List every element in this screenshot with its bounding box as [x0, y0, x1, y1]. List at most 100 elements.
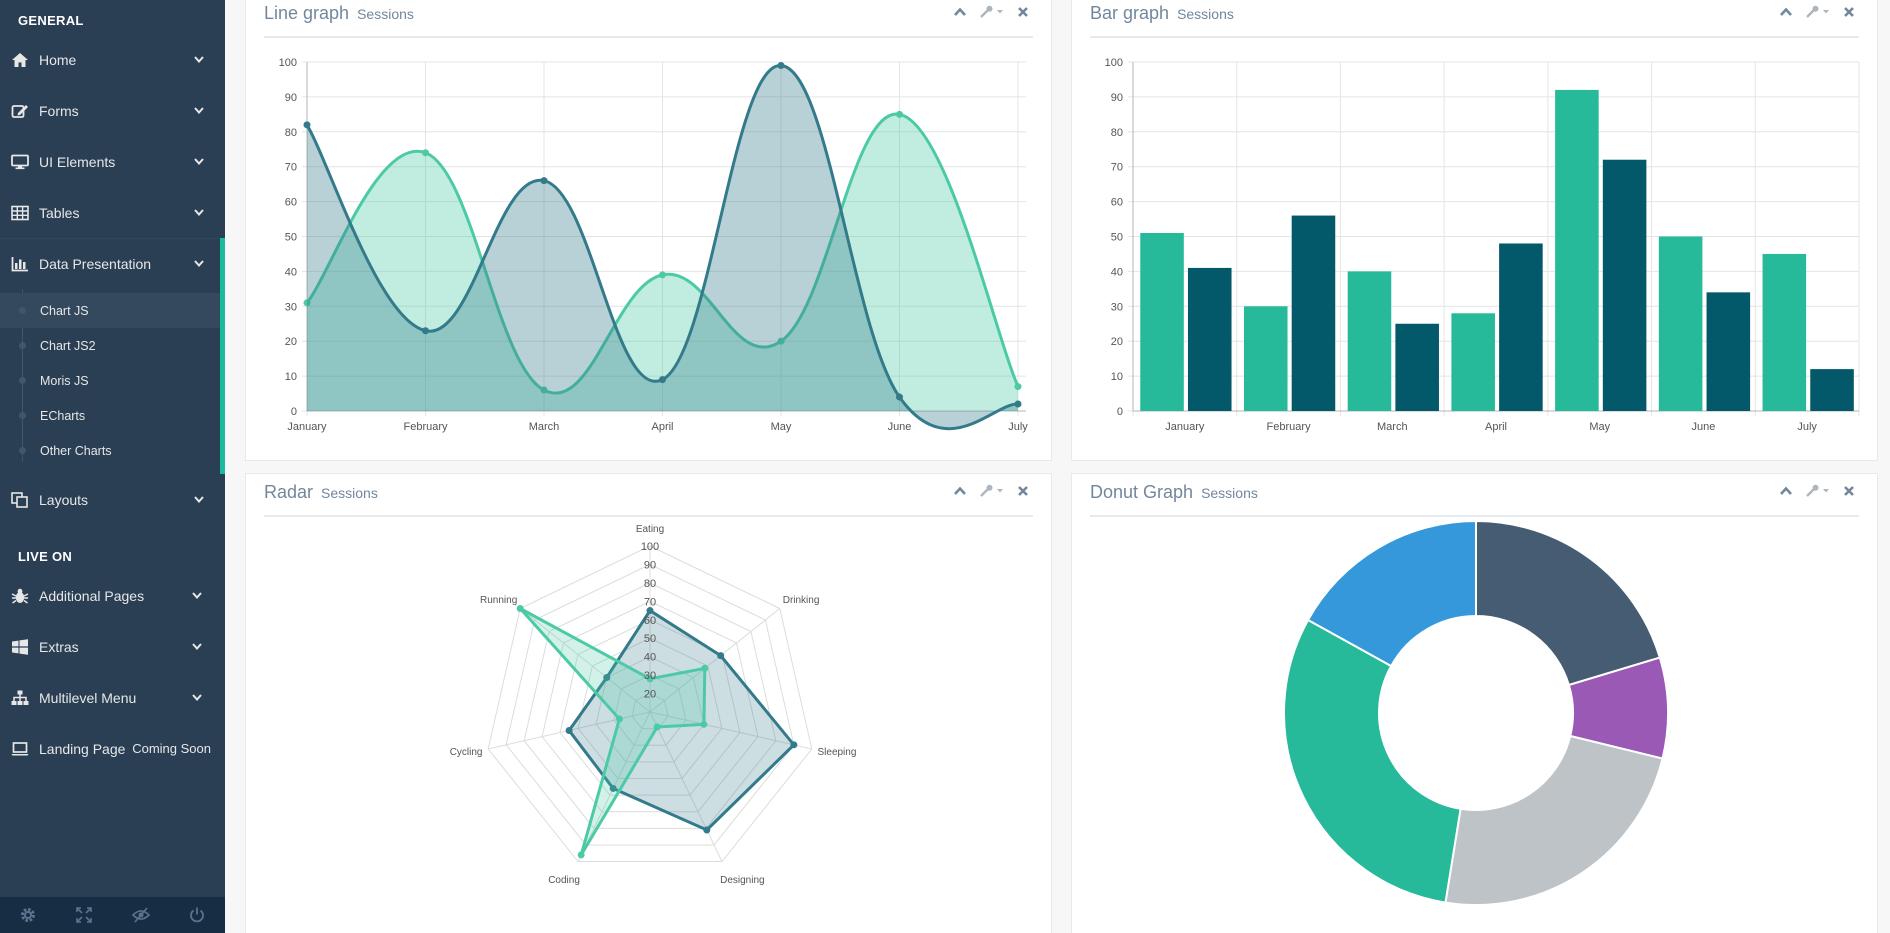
panel-title: Donut Graph Sessions — [1090, 482, 1258, 503]
sidebar-item-multilevel-menu[interactable]: Multilevel Menu — [0, 672, 225, 723]
sidebar-item-layouts[interactable]: Layouts — [0, 474, 225, 525]
sidebar-subitem-echarts[interactable]: ECharts — [0, 398, 220, 433]
sidebar-subitem-other-charts[interactable]: Other Charts — [0, 433, 220, 468]
lock-button[interactable] — [113, 897, 169, 933]
close-button[interactable] — [1843, 6, 1855, 18]
eye-slash-icon — [131, 907, 150, 923]
collapse-button[interactable] — [1779, 6, 1793, 18]
sidebar-item-home[interactable]: Home — [0, 34, 225, 85]
donut-slice — [1283, 618, 1462, 904]
close-button[interactable] — [1017, 485, 1029, 497]
sidebar-item-label: Landing Page — [39, 740, 126, 757]
data-point — [896, 393, 903, 401]
sidebar-subitem-chart-js2[interactable]: Chart JS2 — [0, 328, 220, 363]
sidebar-item-tables[interactable]: Tables — [0, 187, 225, 238]
y-tick-label: 90 — [1111, 92, 1123, 104]
chevron-down-icon — [193, 492, 205, 508]
series-area — [307, 65, 1018, 429]
settings-dropdown[interactable] — [979, 484, 1005, 498]
panel-toolbox — [953, 5, 1029, 19]
y-tick-label: 60 — [285, 197, 297, 209]
r-tick-label: 70 — [644, 596, 656, 608]
sitemap-icon — [10, 689, 30, 707]
data-point — [603, 674, 611, 682]
r-tick-label: 100 — [641, 541, 659, 553]
series-area — [307, 114, 1018, 411]
y-tick-label: 10 — [285, 371, 297, 383]
panel-toolbox — [953, 484, 1029, 498]
sidebar-item-label: Tables — [39, 204, 80, 221]
sidebar-item-extras[interactable]: Extras — [0, 621, 225, 672]
collapse-button[interactable] — [953, 485, 967, 497]
sidebar-item-label: Multilevel Menu — [39, 689, 137, 706]
logout-button[interactable] — [169, 897, 225, 933]
y-tick-label: 80 — [285, 127, 297, 139]
radar-grid-ring — [505, 563, 795, 846]
radar-spoke — [649, 711, 723, 862]
settings-dropdown[interactable] — [1805, 5, 1831, 19]
power-icon — [189, 907, 204, 923]
close-button[interactable] — [1843, 485, 1855, 497]
coming-soon-badge: Coming Soon — [132, 741, 211, 756]
collapse-button[interactable] — [953, 6, 967, 18]
data-point — [516, 605, 524, 613]
bar — [1451, 313, 1495, 411]
close-icon — [1844, 486, 1854, 496]
r-tick-label: 40 — [644, 652, 656, 664]
sidebar-item-forms[interactable]: Forms — [0, 85, 225, 136]
y-tick-label: 100 — [1105, 57, 1123, 69]
radar-chart: 20 30 40 50 60 70 80 90 100 Eating Drinking Sleepin… — [450, 524, 857, 886]
data-point — [790, 741, 798, 749]
radar-grid-ring — [613, 674, 687, 746]
collapse-button[interactable] — [1779, 485, 1793, 497]
close-button[interactable] — [1017, 6, 1029, 18]
sidebar-item-label: Layouts — [39, 491, 89, 508]
chevron-down-icon — [193, 205, 205, 221]
data-point — [422, 327, 429, 335]
x-tick-label: July — [1797, 421, 1817, 433]
sidebar-item-landing-page[interactable]: Landing Page Coming Soon — [0, 723, 225, 774]
bar — [1706, 292, 1751, 411]
data-point — [659, 271, 666, 279]
settings-dropdown[interactable] — [1805, 484, 1831, 498]
radar-spoke — [649, 608, 781, 713]
bar — [1555, 89, 1599, 412]
data-point — [646, 607, 654, 615]
chevron-up-icon — [1780, 486, 1792, 495]
table-icon — [10, 204, 30, 222]
sidebar-item-additional-pages[interactable]: Additional Pages — [0, 570, 225, 621]
data-point — [700, 720, 708, 728]
settings-button[interactable] — [0, 897, 56, 933]
sidebar-item-label: UI Elements — [39, 153, 116, 170]
y-tick-label: 100 — [279, 57, 297, 69]
sidebar-item-ui-elements[interactable]: UI Elements — [0, 136, 225, 187]
fullscreen-button[interactable] — [56, 897, 112, 933]
x-tick-label: May — [1589, 421, 1610, 433]
panel-header: Radar Sessions — [264, 474, 1033, 517]
settings-dropdown[interactable] — [979, 5, 1005, 19]
chevron-down-icon — [193, 154, 205, 170]
x-tick-label: January — [287, 421, 327, 433]
x-tick-label: June — [888, 421, 912, 433]
panel-title: Bar graph Sessions — [1090, 3, 1234, 24]
radar-axis-label: Drinking — [783, 595, 820, 606]
sidebar-item-label: Home — [39, 51, 77, 68]
submenu-data-presentation: Chart JS Chart JS2 Moris JS ECharts Othe… — [0, 289, 225, 474]
sidebar-item-data-presentation[interactable]: Data Presentation — [0, 238, 225, 289]
x-tick-label: April — [651, 421, 673, 433]
x-tick-label: February — [403, 421, 448, 433]
radar-spoke — [519, 608, 651, 713]
sidebar-subitem-moris-js[interactable]: Moris JS — [0, 363, 220, 398]
wrench-icon — [980, 484, 1003, 497]
radar-grid-ring — [487, 545, 813, 863]
panel-subtitle: Sessions — [357, 6, 414, 22]
panel-title-text: Donut Graph — [1090, 482, 1194, 502]
bar-chart: 0 10 20 30 40 50 60 70 80 90 100 January February Mar… — [1105, 57, 1860, 433]
panel-header: Donut Graph Sessions — [1090, 474, 1859, 517]
y-tick-label: 70 — [1111, 162, 1123, 174]
panel-toolbox — [1779, 484, 1855, 498]
sidebar-subitem-chart-js[interactable]: Chart JS — [0, 293, 220, 328]
close-icon — [1844, 7, 1854, 17]
y-tick-label: 70 — [285, 162, 297, 174]
panel-title-text: Radar — [264, 482, 314, 502]
